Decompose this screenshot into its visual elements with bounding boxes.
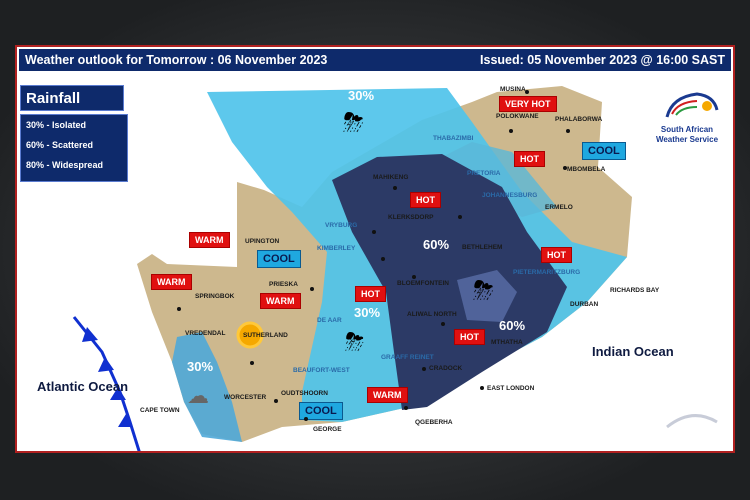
saws-logo-icon [665,92,719,429]
city-dot [304,417,308,421]
city-dot [404,406,408,410]
probability-label: 60% [423,237,450,252]
thunderstorm-icon: ⛈ [345,329,365,356]
city-dot [566,129,570,133]
city-label: CAPE TOWN [140,407,180,414]
legend-item: 30% - Isolated [26,120,87,130]
rain-region-30-northeast [422,142,557,217]
city-dot [480,386,484,390]
city-dot [525,90,529,94]
temperature-tag: HOT [454,329,485,345]
city-label: PHALABORWA [555,116,603,123]
temperature-tag: HOT [541,247,572,263]
temperature-tag: WARM [151,274,192,290]
city-dot [177,307,181,311]
city-label: JOHANNESBURG [482,192,538,199]
temperature-tag: COOL [257,250,301,268]
rain-region-60 [332,154,567,410]
cold-front-marker [118,414,133,427]
city-label: OUDTSHOORN [281,390,328,397]
city-label: GRAAFF REINET [381,354,434,361]
city-dot [412,275,416,279]
temperature-tag: COOL [582,142,626,160]
city-dot [310,287,314,291]
city-label: PRETORIA [467,170,501,177]
city-dot [274,399,278,403]
city-label: BEAUFORT-WEST [293,367,350,374]
temperature-tag: HOT [355,286,386,302]
indian-ocean-label: Indian Ocean [592,344,674,359]
city-label: MTHATHA [491,339,523,346]
city-label: SUTHERLAND [243,332,288,339]
atlantic-ocean-label: Atlantic Ocean [37,379,129,394]
city-label: SPRINGBOK [195,293,235,300]
temperature-tag: VERY HOT [499,96,557,112]
city-label: POLOKWANE [496,113,539,120]
city-label: ERMELO [545,204,573,211]
title-bar: Weather outlook for Tomorrow : 06 Novemb… [19,49,731,71]
weather-map-frame: Weather outlook for Tomorrow : 06 Novemb… [15,45,735,453]
city-label: THABAZIMBI [433,135,474,142]
city-label: GEORGE [313,426,342,433]
city-label: DURBAN [570,301,599,308]
cold-front-marker [110,387,126,400]
lesotho-region [457,270,517,322]
probability-label: 30% [348,88,375,103]
temperature-tag: WARM [260,293,301,309]
probability-label: 30% [187,359,214,374]
cloud-icon: ☁ [187,383,209,408]
temperature-tag: COOL [299,402,343,420]
temperature-tag: WARM [189,232,230,248]
thunderstorm-icon: ⛈ [343,107,364,137]
city-dot [422,367,426,371]
legend: 30% - Isolated 60% - Scattered 80% - Wid… [20,114,128,182]
sun-icon [236,321,264,349]
legend-title: Rainfall Probability [20,85,124,133]
probability-label: 30% [354,305,381,320]
city-label: MAHIKENG [373,174,409,181]
cold-front-marker [82,327,98,342]
city-dot [393,186,397,190]
probability-label: 60% [499,318,526,333]
city-label: QGEBERHA [415,419,453,426]
legend-item: 80% - Widespread [26,160,103,170]
city-dot [381,257,385,261]
rain-region-30-southwest [172,332,242,442]
temperature-tag: WARM [367,387,408,403]
legend-item: 60% - Scattered [26,140,94,150]
city-label: MUSINA [500,86,526,93]
map-graphic [72,86,719,451]
city-dot [372,230,376,234]
city-dot [509,129,513,133]
city-label: DE AAR [317,317,342,324]
city-label: WORCESTER [224,394,267,401]
forecast-title: Weather outlook for Tomorrow : 06 Novemb… [25,53,328,67]
city-label: PRIESKA [269,281,298,288]
thunderstorm-icon: ⛈ [473,275,494,305]
city-label: ALIWAL NORTH [407,311,457,318]
temperature-tag: HOT [514,151,545,167]
city-label: RICHARDS BAY [610,287,660,294]
city-label: UPINGTON [245,238,280,245]
city-label: MBOMBELA [567,166,606,173]
city-dot [458,215,462,219]
city-label: BETHLEHEM [462,244,503,251]
city-label: KIMBERLEY [317,245,356,252]
saws-logo-text: South African Weather Service [655,125,719,144]
city-label: EAST LONDON [487,385,535,392]
city-label: VRYBURG [325,222,358,229]
city-label: BLOEMFONTEIN [397,280,449,287]
city-label: PIETERMARITZBURG [513,269,581,276]
temperature-tag: HOT [410,192,441,208]
city-dot [441,322,445,326]
city-label: VREDENDAL [185,330,226,337]
city-label: CRADOCK [429,365,463,372]
cold-front-marker [98,357,114,372]
issued-timestamp: Issued: 05 November 2023 @ 16:00 SAST [480,53,725,67]
city-dot [563,166,567,170]
city-label: KLERKSDORP [388,214,434,221]
city-dot [250,361,254,365]
